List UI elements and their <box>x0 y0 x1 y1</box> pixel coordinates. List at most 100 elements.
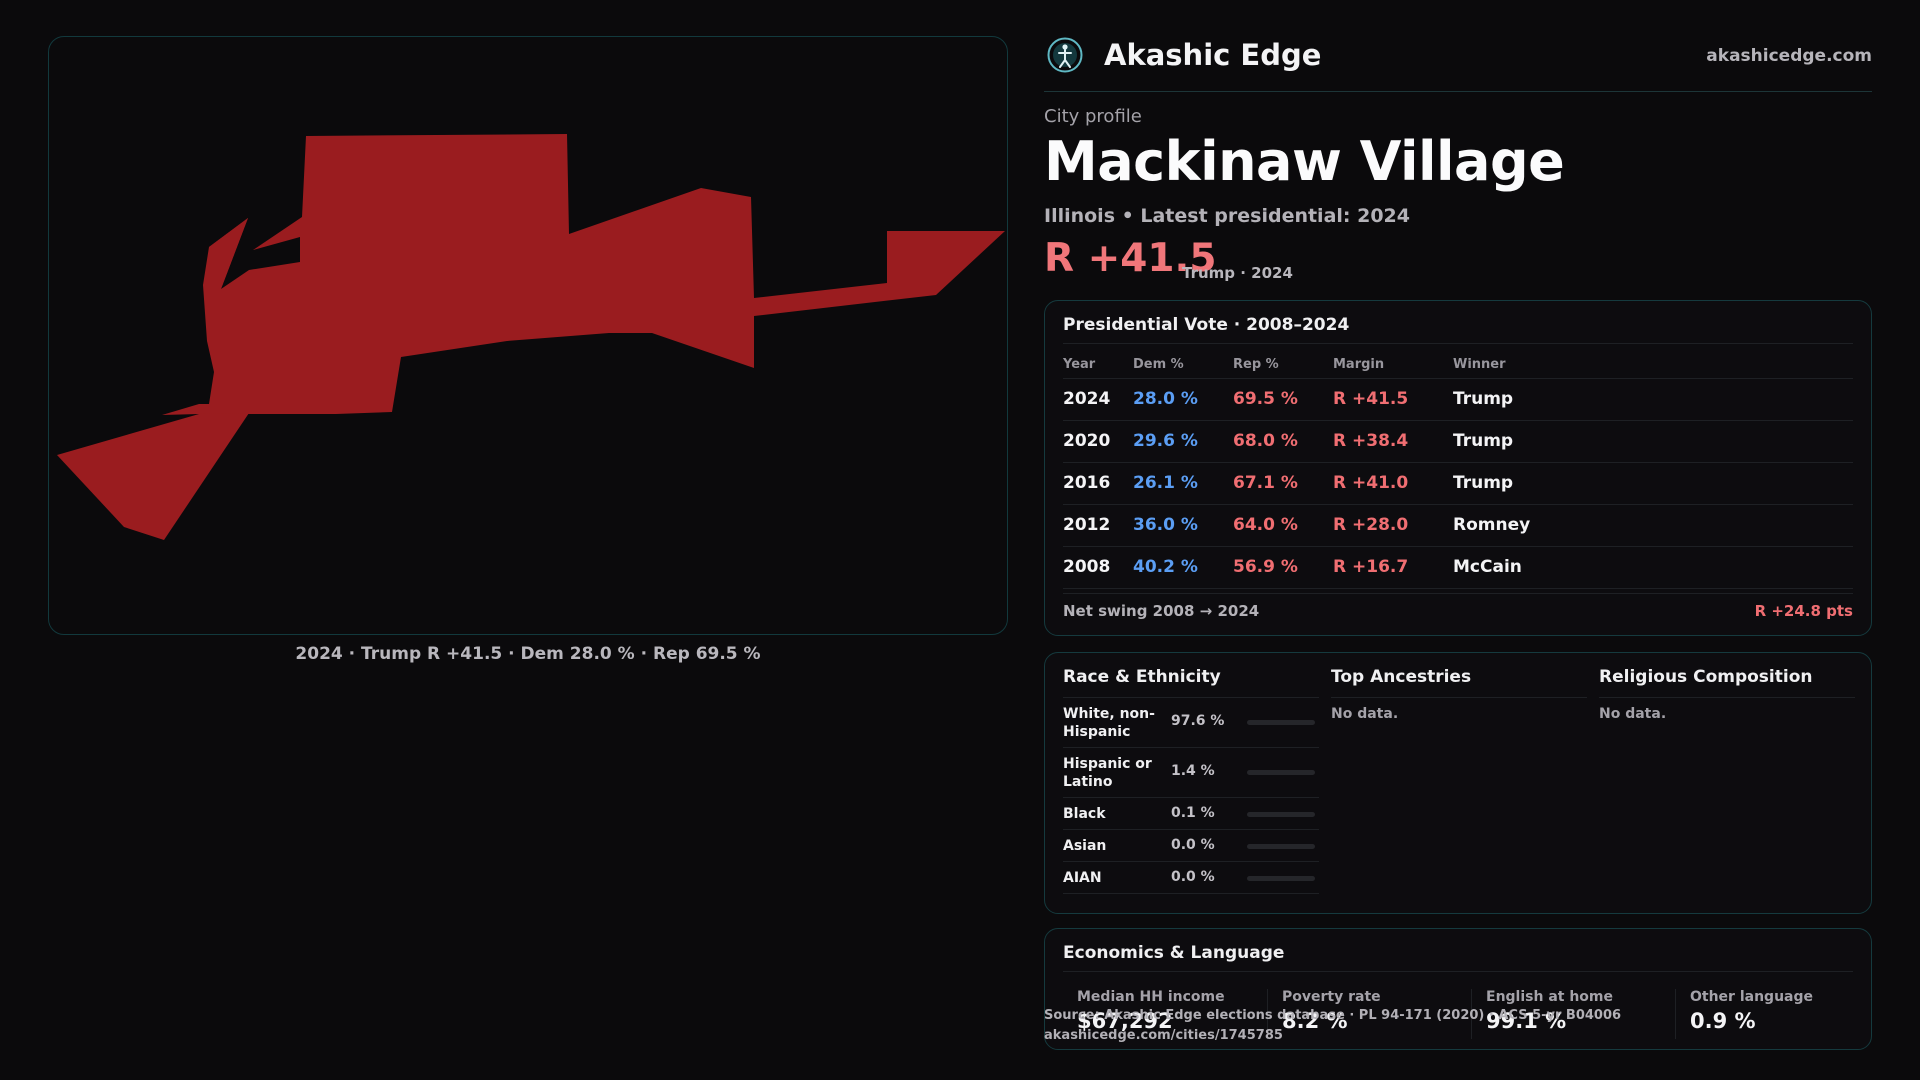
table-row: 2012 36.0 % 64.0 % R +28.0 Romney <box>1063 505 1853 547</box>
cell-dem: 29.6 % <box>1133 431 1198 451</box>
cell-dem: 36.0 % <box>1133 515 1198 535</box>
net-swing-label: Net swing 2008 → 2024 <box>1063 602 1260 620</box>
col-year: Year <box>1063 357 1096 372</box>
race-value: 0.1 % <box>1171 805 1215 821</box>
stat-other-language: Other language 0.9 % <box>1675 989 1865 1039</box>
boundary-polygon <box>209 218 248 299</box>
presidential-vote-title: Presidential Vote · 2008–2024 <box>1063 315 1350 335</box>
table-row: 2008 40.2 % 56.9 % R +16.7 McCain <box>1063 547 1853 589</box>
race-label: AIAN <box>1063 870 1102 886</box>
cell-margin: R +41.5 <box>1333 389 1409 409</box>
religion-title: Religious Composition <box>1599 667 1855 698</box>
race-row: Black 0.1 % <box>1063 798 1319 830</box>
race-bar <box>1247 770 1315 775</box>
race-row: Asian 0.0 % <box>1063 830 1319 862</box>
race-value: 1.4 % <box>1171 763 1215 779</box>
net-swing: Net swing 2008 → 2024 R +24.8 pts <box>1063 593 1853 620</box>
stat-value: 99.1 % <box>1486 1009 1567 1033</box>
stat-value: $67,292 <box>1077 1009 1173 1033</box>
boundary-shape <box>57 134 1005 540</box>
race-ethnicity-section: Race & Ethnicity White, non-Hispanic 97.6… <box>1063 667 1319 894</box>
stat-label: Other language <box>1690 989 1813 1005</box>
page-subtitle: Illinois • Latest presidential: 2024 <box>1044 205 1411 227</box>
cell-margin: R +16.7 <box>1333 557 1409 577</box>
table-header: Year Dem % Rep % Margin Winner <box>1063 349 1853 379</box>
cell-winner: Romney <box>1453 515 1531 535</box>
cell-rep: 64.0 % <box>1233 515 1298 535</box>
cell-rep: 68.0 % <box>1233 431 1298 451</box>
latest-margin: R +41.5 <box>1044 236 1217 281</box>
ancestries-empty: No data. <box>1331 706 1399 722</box>
page-title: Mackinaw Village <box>1044 130 1565 193</box>
cell-winner: Trump <box>1453 389 1514 409</box>
economics-title: Economics & Language <box>1063 943 1285 963</box>
race-bar <box>1247 720 1315 725</box>
religion-section: Religious Composition No data. <box>1599 667 1855 722</box>
race-label: Hispanic or Latino <box>1063 756 1152 790</box>
race-ethnicity-title: Race & Ethnicity <box>1063 667 1319 698</box>
table-row: 2020 29.6 % 68.0 % R +38.4 Trump <box>1063 421 1853 463</box>
col-rep: Rep % <box>1233 357 1279 372</box>
cell-rep: 56.9 % <box>1233 557 1298 577</box>
cell-rep: 67.1 % <box>1233 473 1298 493</box>
cell-winner: McCain <box>1453 557 1522 577</box>
cell-year: 2020 <box>1063 431 1111 451</box>
race-bar <box>1247 876 1315 881</box>
stat-value: 0.9 % <box>1690 1009 1756 1033</box>
race-label: Black <box>1063 806 1106 822</box>
latest-winner: Trump · 2024 <box>1182 264 1293 282</box>
cell-year: 2008 <box>1063 557 1111 577</box>
race-value: 0.0 % <box>1171 837 1215 853</box>
race-row: White, non-Hispanic 97.6 % <box>1063 698 1319 748</box>
race-bar <box>1247 844 1315 849</box>
cell-margin: R +41.0 <box>1333 473 1409 493</box>
stat-english-at-home: English at home 99.1 % <box>1471 989 1661 1039</box>
source-citation: Source: Akashic Edge elections database … <box>1044 1008 1622 1023</box>
race-row: AIAN 0.0 % <box>1063 862 1319 894</box>
source-url[interactable]: akashicedge.com/cities/1745785 <box>1044 1028 1283 1043</box>
ancestries-section: Top Ancestries No data. <box>1331 667 1587 722</box>
religion-empty: No data. <box>1599 706 1667 722</box>
col-margin: Margin <box>1333 357 1385 372</box>
stat-label: Poverty rate <box>1282 989 1381 1005</box>
table-row: 2016 26.1 % 67.1 % R +41.0 Trump <box>1063 463 1853 505</box>
map-caption: 2024 · Trump R +41.5 · Dem 28.0 % · Rep … <box>295 644 761 664</box>
economics-card: Economics & Language Median HH income $6… <box>1044 928 1872 1050</box>
stat-label: Median HH income <box>1077 989 1225 1005</box>
col-dem: Dem % <box>1133 357 1184 372</box>
boundary-polygon <box>57 413 249 540</box>
race-label: White, non-Hispanic <box>1063 706 1155 740</box>
col-winner: Winner <box>1453 357 1506 372</box>
site-domain[interactable]: akashicedge.com <box>1706 46 1872 66</box>
cell-margin: R +38.4 <box>1333 431 1409 451</box>
globe-person-icon <box>1047 37 1083 73</box>
page-eyebrow: City profile <box>1044 106 1142 127</box>
cell-dem: 40.2 % <box>1133 557 1198 577</box>
race-value: 97.6 % <box>1171 713 1225 729</box>
race-value: 0.0 % <box>1171 869 1215 885</box>
cell-year: 2024 <box>1063 389 1111 409</box>
ancestries-title: Top Ancestries <box>1331 667 1587 698</box>
cell-dem: 28.0 % <box>1133 389 1198 409</box>
cell-year: 2016 <box>1063 473 1111 493</box>
stat-value: 8.2 % <box>1282 1009 1348 1033</box>
table-row: 2024 28.0 % 69.5 % R +41.5 Trump <box>1063 379 1853 421</box>
presidential-vote-table: Year Dem % Rep % Margin Winner 2024 28.0… <box>1063 349 1853 589</box>
boundary-polygon <box>162 134 1005 415</box>
cell-margin: R +28.0 <box>1333 515 1409 535</box>
cell-winner: Trump <box>1453 431 1514 451</box>
race-bar <box>1247 812 1315 817</box>
cell-winner: Trump <box>1453 473 1514 493</box>
race-row: Hispanic or Latino 1.4 % <box>1063 748 1319 798</box>
race-label: Asian <box>1063 838 1107 854</box>
cell-rep: 69.5 % <box>1233 389 1298 409</box>
cell-dem: 26.1 % <box>1133 473 1198 493</box>
stat-poverty-rate: Poverty rate 8.2 % <box>1267 989 1457 1039</box>
brand-name: Akashic Edge <box>1104 38 1322 72</box>
presidential-vote-card: Presidential Vote · 2008–2024 Year Dem %… <box>1044 300 1872 636</box>
cell-year: 2012 <box>1063 515 1111 535</box>
source-note: Source: Akashic Edge elections database … <box>1044 1006 1621 1046</box>
city-boundary-map <box>48 36 1008 635</box>
net-swing-value: R +24.8 pts <box>1754 602 1853 620</box>
demographics-card: Race & Ethnicity White, non-Hispanic 97.6… <box>1044 652 1872 914</box>
